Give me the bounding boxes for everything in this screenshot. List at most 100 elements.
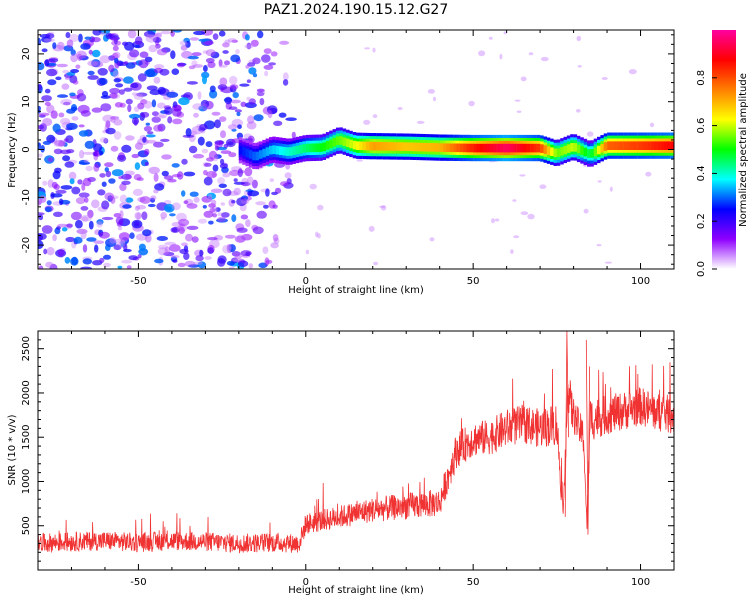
noise-blob <box>178 97 190 106</box>
noise-blob <box>211 111 221 116</box>
ridge-segment <box>409 142 414 152</box>
noise-blob <box>227 38 237 43</box>
faint-blob <box>433 96 436 102</box>
noise-blob <box>131 117 140 125</box>
noise-blob <box>43 38 55 42</box>
noise-blob <box>97 189 106 196</box>
noise-blob <box>191 52 202 57</box>
noise-blob <box>94 244 99 253</box>
noise-blob <box>54 139 66 147</box>
noise-blob <box>82 244 88 253</box>
faint-blob <box>309 183 317 190</box>
noise-blob <box>245 64 250 69</box>
x-tick-label: -50 <box>130 577 146 588</box>
noise-blob <box>170 227 178 233</box>
ridge-segment <box>356 141 360 150</box>
ridge-segment <box>449 143 454 153</box>
ridge-segment <box>412 142 417 152</box>
noise-blob <box>267 109 273 119</box>
noise-blob <box>40 145 45 153</box>
ridge-segment <box>633 141 638 150</box>
noise-blob <box>98 30 111 35</box>
noise-blob <box>257 30 264 39</box>
colorbar-gradient <box>712 30 736 269</box>
noise-blob <box>38 153 43 158</box>
noise-blob <box>143 30 156 38</box>
ridge-segment <box>523 143 527 153</box>
noise-blob <box>205 57 215 64</box>
noise-blob <box>219 77 228 86</box>
noise-blob <box>102 114 114 123</box>
noise-blob <box>204 162 212 167</box>
noise-blob <box>66 39 74 48</box>
noise-blob <box>50 193 63 198</box>
noise-blob <box>185 233 193 242</box>
y-tick-label: 0 <box>21 146 32 152</box>
noise-blob <box>114 238 126 244</box>
noise-blob <box>263 204 269 209</box>
ridge-segment <box>540 144 544 153</box>
y-tick-label: 2000 <box>21 380 32 405</box>
noise-blob <box>142 136 147 143</box>
noise-blob <box>101 181 107 187</box>
noise-blob <box>256 210 267 219</box>
noise-blob <box>113 244 122 251</box>
noise-blob <box>197 261 207 269</box>
ridge-segment <box>285 147 290 156</box>
ridge-segment <box>503 143 507 153</box>
noise-blob <box>273 120 283 127</box>
noise-blob <box>142 229 152 237</box>
noise-blob <box>125 62 136 69</box>
ridge-segment <box>325 141 330 150</box>
ridge-segment <box>630 141 635 150</box>
ridge-segment <box>456 143 460 153</box>
noise-blob <box>155 43 161 49</box>
ridge-segment <box>510 143 514 153</box>
noise-blob <box>56 226 61 230</box>
faint-blob <box>520 76 527 82</box>
ridge-segment <box>613 141 618 150</box>
noise-blob <box>197 91 202 100</box>
noise-blob <box>38 37 41 46</box>
noise-blob <box>146 131 154 135</box>
noise-blob <box>193 196 200 203</box>
noise-blob <box>99 173 106 178</box>
ridge-segment <box>292 146 296 155</box>
ridge-segment <box>255 151 260 161</box>
noise-blob <box>117 154 127 162</box>
ridge-segment <box>389 142 394 151</box>
noise-blob <box>87 75 99 80</box>
faint-blob <box>494 218 500 222</box>
noise-blob <box>118 232 130 241</box>
noise-blob <box>57 41 65 50</box>
spectrogram-xlabel: Height of straight line (km) <box>288 285 424 296</box>
noise-blob <box>198 105 208 112</box>
faint-blob <box>514 99 521 102</box>
noise-blob <box>139 196 151 204</box>
spectrogram-ylabel: Frequency (Hz) <box>7 112 18 188</box>
ridge-segment <box>543 145 548 154</box>
noise-blob <box>231 39 238 43</box>
noise-blob <box>59 118 71 125</box>
noise-blob <box>178 218 190 226</box>
noise-blob <box>144 69 156 78</box>
noise-blob <box>236 227 248 233</box>
noise-blob <box>270 51 278 57</box>
noise-blob <box>252 73 258 78</box>
noise-blob <box>41 48 48 53</box>
ridge-segment <box>382 142 387 151</box>
snr-ylabel: SNR (10 * v/v) <box>7 414 18 485</box>
noise-blob <box>133 220 140 227</box>
noise-blob <box>99 55 111 64</box>
noise-blob <box>161 154 172 160</box>
noise-blob <box>111 169 124 177</box>
noise-blob <box>220 202 225 206</box>
colorbar: 0.0 0.2 0.4 0.6 0.8 Normalized spectral ampl… <box>696 30 749 277</box>
noise-blob <box>191 130 198 136</box>
noise-blob <box>134 44 141 48</box>
noise-blob <box>80 110 91 117</box>
noise-blob <box>178 227 185 234</box>
noise-blob <box>239 83 250 87</box>
faint-blob <box>427 89 435 94</box>
